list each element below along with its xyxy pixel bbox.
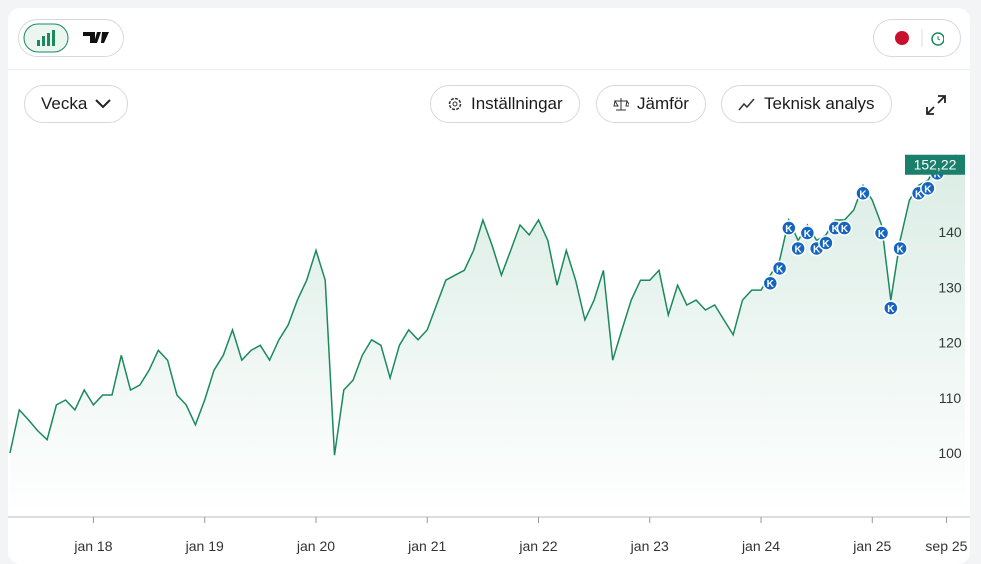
dividend-marker: K — [762, 275, 779, 291]
x-tick-label: sep 25 — [925, 538, 967, 554]
gear-icon — [448, 97, 462, 111]
dividend-marker: K — [781, 220, 797, 236]
marker-label: K — [813, 244, 821, 255]
marker-label: K — [887, 304, 895, 315]
status-box — [873, 19, 961, 57]
last-label-bg — [905, 154, 965, 175]
divider — [8, 69, 970, 70]
x-tick-label: jan 21 — [407, 538, 446, 554]
marker-dot — [920, 180, 936, 197]
marker-label: K — [915, 189, 923, 200]
x-tick-label: jan 20 — [296, 538, 335, 554]
line-view-button[interactable] — [23, 23, 69, 53]
marker-dot — [873, 225, 890, 241]
marker-label: K — [841, 224, 849, 235]
tradingview-button[interactable] — [77, 23, 117, 53]
marker-dot — [836, 220, 853, 236]
marker-label: K — [804, 229, 812, 240]
view-switch — [18, 19, 124, 57]
scale-icon — [613, 98, 629, 111]
marker-label: K — [896, 244, 904, 255]
marker-label: K — [934, 169, 942, 180]
marker-dot — [799, 225, 816, 241]
x-tick-label: jan 24 — [741, 538, 780, 554]
marker-label: K — [859, 189, 867, 200]
compare-button[interactable]: Jämför — [596, 85, 706, 123]
area — [10, 155, 965, 517]
marker-dot — [781, 220, 797, 236]
x-tick-label: jan 23 — [630, 538, 669, 554]
last-label: 152,22 — [914, 157, 957, 173]
period-label: Vecka — [41, 94, 88, 113]
period-select[interactable]: Vecka — [24, 85, 129, 123]
settings-button[interactable]: Inställningar — [430, 85, 580, 123]
dividend-marker: K — [855, 185, 871, 202]
button-label: Teknisk analys — [764, 94, 875, 113]
dividend-marker: K — [920, 180, 936, 197]
marker-label: K — [767, 279, 775, 290]
dividend-marker: K — [818, 235, 834, 251]
marker-label: K — [785, 224, 793, 235]
dividend-marker: K — [836, 220, 853, 236]
dividend-marker: K — [883, 300, 899, 316]
status-icons[interactable] — [890, 26, 944, 50]
dividend-marker: K — [799, 225, 816, 241]
marker-label: K — [794, 244, 802, 255]
marker-dot — [790, 240, 806, 257]
analysis-icon — [738, 98, 755, 111]
x-tick-label: jan 19 — [185, 538, 224, 554]
dividend-marker: K — [892, 240, 908, 257]
x-tick-label: jan 18 — [73, 538, 112, 554]
marker-dot — [762, 275, 779, 291]
dividend-marker: K — [771, 260, 788, 277]
marker-dot — [818, 235, 834, 251]
marker-label: K — [822, 239, 830, 250]
marker-label: K — [878, 229, 886, 240]
fullscreen-button[interactable] — [925, 94, 947, 116]
marker-dot — [771, 260, 788, 277]
chevron — [95, 99, 112, 109]
dividend-marker: K — [873, 225, 890, 241]
marker-label: K — [776, 264, 784, 275]
marker-dot — [883, 300, 899, 316]
button-label: Inställningar — [471, 94, 563, 113]
marker-dot — [855, 185, 871, 202]
analysis-button[interactable]: Teknisk analys — [721, 85, 892, 123]
x-tick-label: jan 22 — [518, 538, 557, 554]
button-label: Jämför — [637, 94, 689, 113]
x-tick-label: jan 25 — [852, 538, 891, 554]
marker-label: K — [832, 224, 840, 235]
marker-dot — [892, 240, 908, 257]
dividend-marker: K — [790, 240, 806, 257]
marker-label: K — [924, 184, 932, 195]
